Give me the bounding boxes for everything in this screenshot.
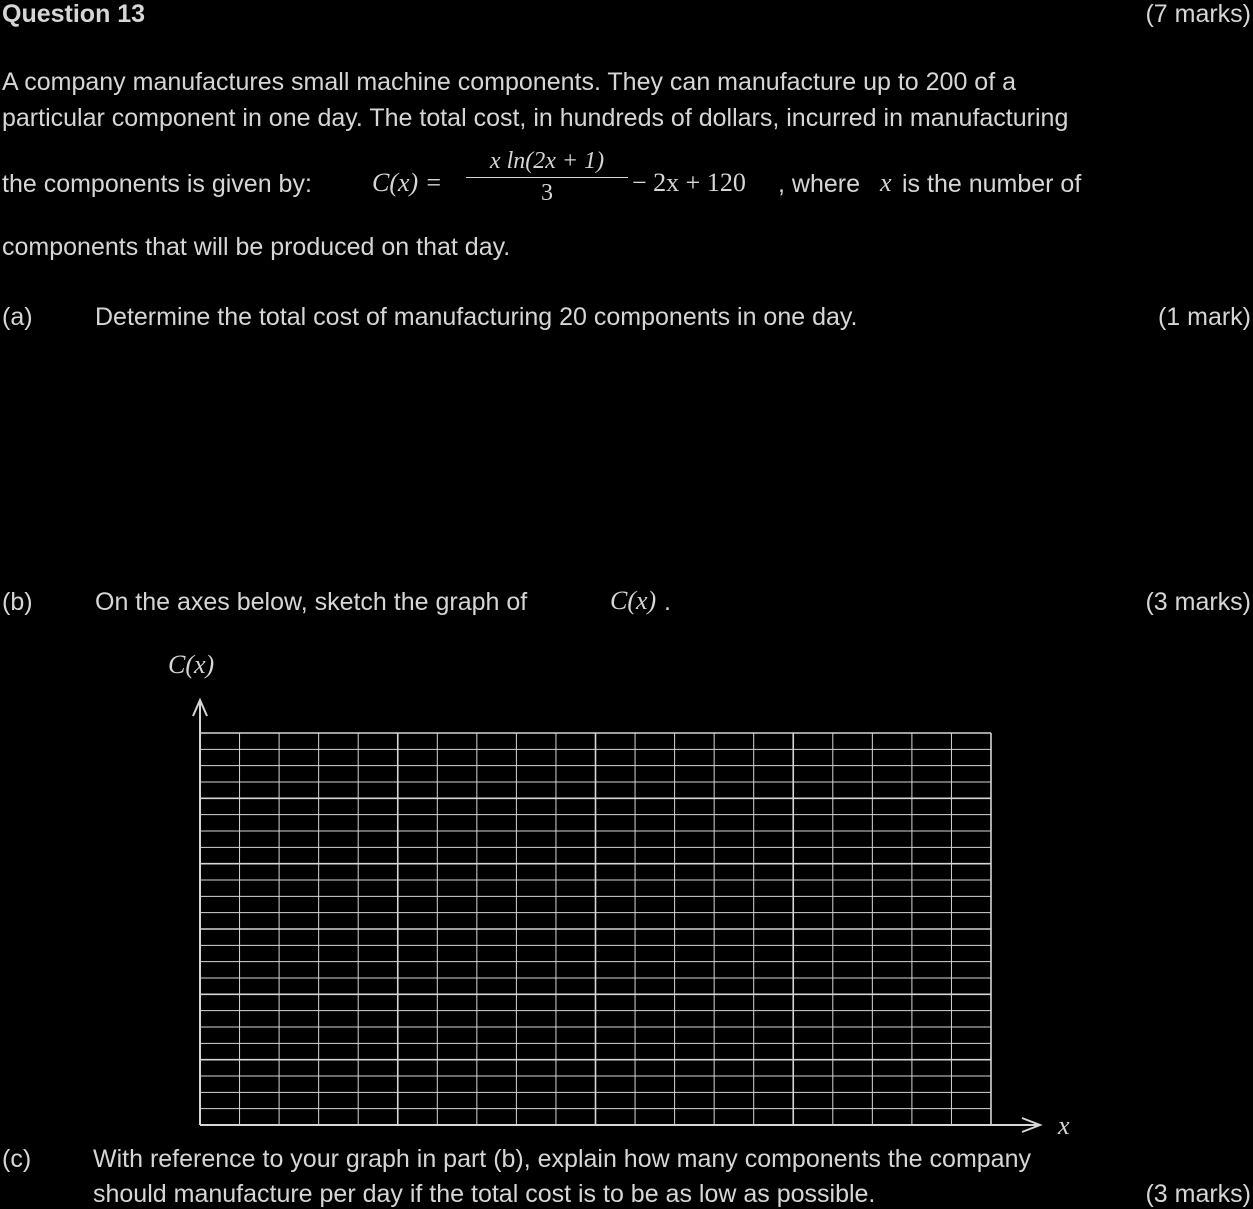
part-a-text: Determine the total cost of manufacturin… (95, 303, 858, 331)
part-b-marks: (3 marks) (1145, 588, 1251, 616)
part-a-marks: (1 mark) (1157, 303, 1251, 331)
question-title: Question 13 (2, 0, 146, 28)
function-name: C(x) = (372, 168, 443, 197)
x-axis (200, 1117, 1043, 1133)
fraction-bar (466, 177, 628, 178)
y-axis (192, 697, 208, 1125)
part-b-text: On the axes below, sketch the graph of (95, 588, 528, 616)
x-axis-label: x (1058, 1111, 1070, 1140)
fraction-denominator: 3 (541, 180, 553, 206)
question-marks: (7 marks) (1145, 0, 1251, 28)
part-c-label: (c) (2, 1145, 32, 1173)
grid-lines (199, 732, 992, 1126)
variable-x: x (880, 168, 892, 197)
part-b-period: . (664, 588, 671, 616)
intro-line-2: particular component in one day. The tot… (2, 104, 1069, 132)
intro-line-3-pre: the components is given by: (2, 170, 312, 198)
part-c-marks: (3 marks) (1145, 1180, 1251, 1208)
part-c-line-1: With reference to your graph in part (b)… (93, 1145, 1031, 1173)
part-a-label: (a) (2, 303, 33, 331)
y-axis-label: C(x) (168, 650, 215, 679)
intro-line-4: components that will be produced on that… (2, 233, 511, 261)
part-b-label: (b) (2, 588, 33, 616)
part-c-line-2: should manufacture per day if the total … (93, 1180, 876, 1208)
function-tail: − 2x + 120 (632, 168, 746, 197)
intro-line-3-where: , where (778, 170, 860, 198)
intro-line-3-end: is the number of (902, 170, 1082, 198)
fraction-numerator: x ln(2x + 1) (489, 148, 605, 174)
intro-line-1: A company manufactures small machine com… (2, 68, 1016, 96)
cost-fraction: x ln(2x + 1) 3 (466, 148, 628, 207)
part-b-func: C(x) (610, 586, 657, 615)
